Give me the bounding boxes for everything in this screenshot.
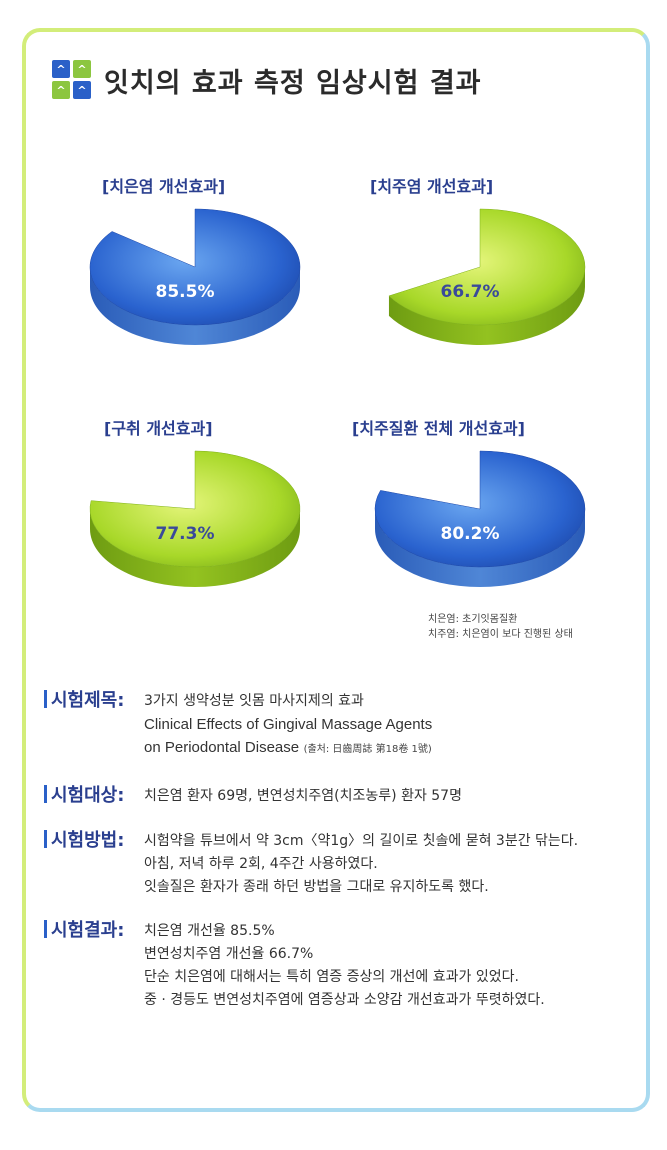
body-line: on Periodontal Disease (출처: 日齒周誌 第18卷 1號… bbox=[144, 739, 432, 756]
logo-cell: ^ bbox=[73, 81, 91, 99]
body-line: 변연성치주염 개선율 66.7% bbox=[144, 946, 314, 962]
pie-slice bbox=[388, 208, 586, 326]
pie-value-label: 66.7% bbox=[441, 282, 500, 302]
title-row: ^ ^ ^ ^ 잇치의 효과 측정 임상시험 결과 bbox=[52, 60, 482, 100]
pie-value-label: 80.2% bbox=[441, 524, 500, 544]
logo-cell: ^ bbox=[52, 81, 70, 99]
pie-side-wall bbox=[375, 509, 585, 587]
body-line: 치은염 환자 69명, 변연성치주염(치조농루) 환자 57명 bbox=[144, 788, 462, 804]
body-line: 시험약을 튜브에서 약 3cm〈약1g〉의 길이로 칫솔에 묻혀 3분간 닦는다… bbox=[144, 833, 579, 849]
pie-slice bbox=[374, 450, 586, 568]
body-line: Clinical Effects of Gingival Massage Age… bbox=[144, 716, 433, 733]
section-heading: 시험결과: bbox=[44, 920, 142, 1012]
logo-icon: ^ ^ ^ ^ bbox=[52, 60, 92, 100]
pie-side-wall bbox=[90, 267, 300, 345]
legend-line: 치은염: 초기잇몸질환 bbox=[428, 614, 518, 625]
legend-line: 치주염: 치은염이 보다 진행된 상태 bbox=[428, 629, 573, 640]
section-body: 치은염 환자 69명, 변연성치주염(치조농루) 환자 57명 bbox=[144, 785, 462, 808]
body-line: 아침, 저녁 하루 2회, 4주간 사용하였다. bbox=[144, 856, 378, 872]
section-target: 시험대상: 치은염 환자 69명, 변연성치주염(치조농루) 환자 57명 bbox=[44, 785, 462, 808]
section-result: 시험결과: 치은염 개선율 85.5% 변연성치주염 개선율 66.7% 단순 … bbox=[44, 920, 545, 1012]
body-line: 3가지 생약성분 잇몸 마사지제의 효과 bbox=[144, 693, 364, 709]
pie-value-label: 85.5% bbox=[156, 282, 215, 302]
chart-title-halitosis: [구취 개선효과] bbox=[104, 419, 213, 438]
pie-chart-halitosis: 77.3% bbox=[89, 450, 301, 587]
pie-side-wall bbox=[388, 267, 585, 345]
chart-title-periodontitis: [치주염 개선효과] bbox=[370, 177, 494, 196]
section-method: 시험방법: 시험약을 튜브에서 약 3cm〈약1g〉의 길이로 칫솔에 묻혀 3… bbox=[44, 830, 578, 899]
section-heading: 시험방법: bbox=[44, 830, 142, 899]
section-subject: 시험제목: 3가지 생약성분 잇몸 마사지제의 효과 Clinical Effe… bbox=[44, 690, 432, 761]
legend-note: 치은염: 초기잇몸질환 치주염: 치은염이 보다 진행된 상태 bbox=[428, 612, 573, 642]
pie-chart-periodontitis: 66.7% bbox=[388, 208, 586, 345]
page-title: 잇치의 효과 측정 임상시험 결과 bbox=[104, 67, 482, 99]
logo-cell: ^ bbox=[52, 60, 70, 78]
body-line: 잇솔질은 환자가 종래 하던 방법을 그대로 유지하도록 했다. bbox=[144, 879, 489, 895]
section-heading: 시험대상: bbox=[44, 785, 142, 808]
body-line: 치은염 개선율 85.5% bbox=[144, 923, 275, 939]
chart-title-gingivitis: [치은염 개선효과] bbox=[102, 177, 226, 196]
section-body: 시험약을 튜브에서 약 3cm〈약1g〉의 길이로 칫솔에 묻혀 3분간 닦는다… bbox=[144, 830, 578, 899]
pie-slice bbox=[89, 208, 301, 326]
pie-value-label: 77.3% bbox=[156, 524, 215, 544]
section-heading: 시험제목: bbox=[44, 690, 142, 761]
chart-title-overall: [치주질환 전체 개선효과] bbox=[352, 419, 525, 438]
pie-chart-overall: 80.2% bbox=[374, 450, 586, 587]
section-body: 치은염 개선율 85.5% 변연성치주염 개선율 66.7% 단순 치은염에 대… bbox=[144, 920, 545, 1012]
logo-cell: ^ bbox=[73, 60, 91, 78]
body-line: 중 · 경등도 변연성치주염에 염증상과 소양감 개선효과가 뚜렷하였다. bbox=[144, 992, 545, 1008]
section-body: 3가지 생약성분 잇몸 마사지제의 효과 Clinical Effects of… bbox=[144, 690, 432, 761]
source-note: (출처: 日齒周誌 第18卷 1號) bbox=[303, 744, 432, 755]
body-line: 단순 치은염에 대해서는 특히 염증 증상의 개선에 효과가 있었다. bbox=[144, 969, 519, 985]
pie-slice bbox=[89, 450, 301, 568]
pie-side-wall bbox=[90, 509, 300, 587]
pie-chart-gingivitis: 85.5% bbox=[89, 208, 301, 345]
